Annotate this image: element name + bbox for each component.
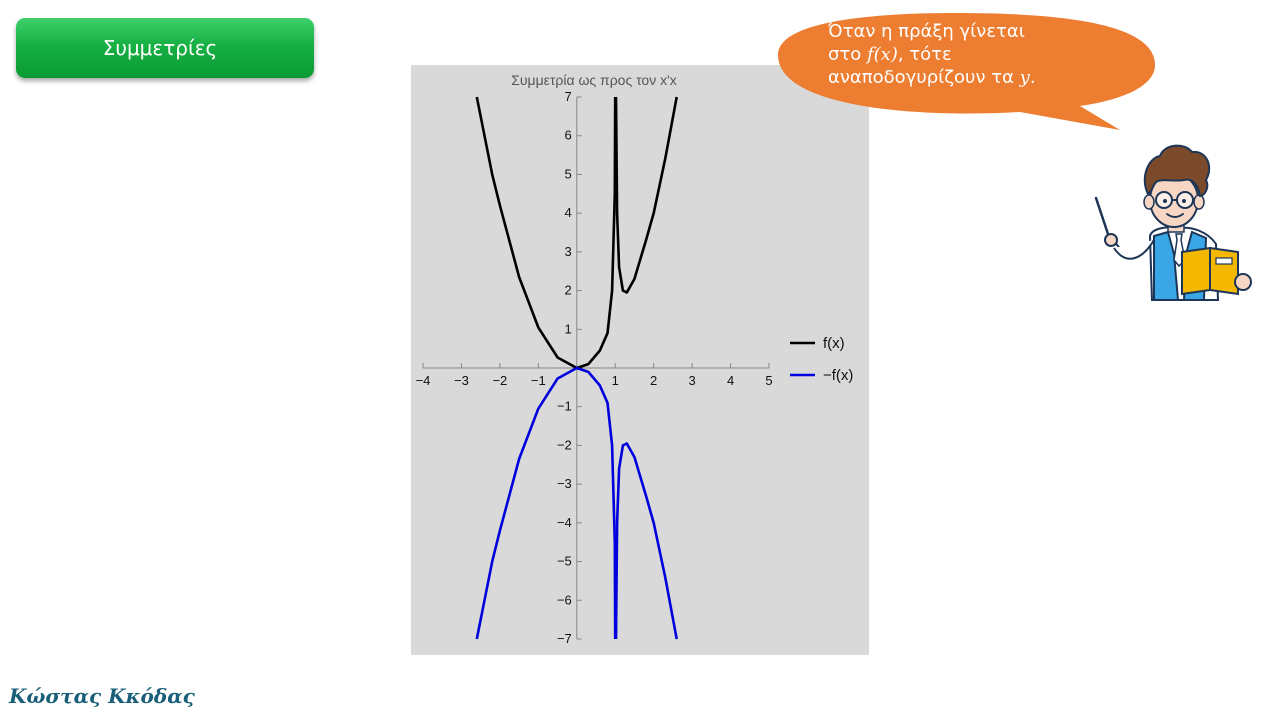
series-line — [475, 366, 617, 640]
bubble-line-3-suffix: . — [1029, 67, 1036, 88]
series-line — [614, 442, 678, 640]
y-tick-label: −2 — [557, 437, 572, 452]
bubble-line-2: στο f(x), τότε — [828, 43, 1118, 66]
x-tick-label: −4 — [416, 373, 431, 388]
section-title-button[interactable]: Συμμετρίες — [16, 18, 314, 78]
x-tick-label: 5 — [765, 373, 772, 388]
x-tick-label: −3 — [454, 373, 469, 388]
chart-panel: Συμμετρία ως προς τον x'x −4 −3 −2 −1 1 2 3 4 5 7… — [411, 65, 869, 655]
y-tick-label: 3 — [565, 244, 572, 259]
chart-plot: −4 −3 −2 −1 1 2 3 4 5 7 6 5 4 3 2 1 −1 −2 −3 −4 −5 −6 −7 f(x) −… — [416, 89, 854, 646]
x-tick-label: −2 — [492, 373, 507, 388]
x-tick-label: 1 — [612, 373, 619, 388]
y-tick-label: 4 — [565, 205, 572, 220]
bubble-line-2-prefix: στο — [828, 44, 867, 65]
bubble-line-3-prefix: αναποδογυρίζουν τα — [828, 67, 1020, 88]
y-tick-label: −4 — [557, 515, 572, 530]
section-title-label: Συμμετρίες — [102, 36, 218, 60]
y-tick-label: −3 — [557, 476, 572, 491]
x-tick-label: −1 — [531, 373, 546, 388]
bubble-math-y: y — [1019, 67, 1030, 88]
x-tick-label: 3 — [688, 373, 695, 388]
bubble-line-1: Όταν η πράξη γίνεται — [828, 21, 1025, 42]
legend-label: −f(x) — [823, 367, 853, 384]
y-tick-label: 6 — [565, 128, 572, 143]
x-tick-label: 2 — [650, 373, 657, 388]
chart-title: Συμμετρία ως προς τον x'x — [511, 72, 677, 88]
y-tick-label: 7 — [565, 89, 572, 104]
bubble-line-3: αναποδογυρίζουν τα y. — [828, 66, 1118, 89]
bubble-math-fx: f(x) — [866, 44, 898, 65]
teacher-illustration-icon — [1094, 144, 1252, 301]
y-tick-label: 5 — [565, 166, 572, 181]
y-tick-label: 1 — [565, 321, 572, 336]
legend-label: f(x) — [823, 335, 845, 352]
x-tick-label: 4 — [727, 373, 734, 388]
y-tick-label: −5 — [557, 554, 572, 569]
speech-bubble — [778, 13, 1155, 130]
y-tick-label: −6 — [557, 592, 572, 607]
y-tick-label: −1 — [557, 399, 572, 414]
series-line — [614, 96, 678, 294]
y-tick-label: 2 — [565, 283, 572, 298]
y-tick-label: −7 — [557, 631, 572, 646]
speech-bubble-text: Όταν η πράξη γίνεται στο f(x), τότε αναπ… — [828, 20, 1118, 89]
bubble-line-2-suffix: , τότε — [897, 44, 952, 65]
series-line — [475, 96, 617, 370]
author-signature: Κώστας Κκόδας — [9, 684, 195, 708]
